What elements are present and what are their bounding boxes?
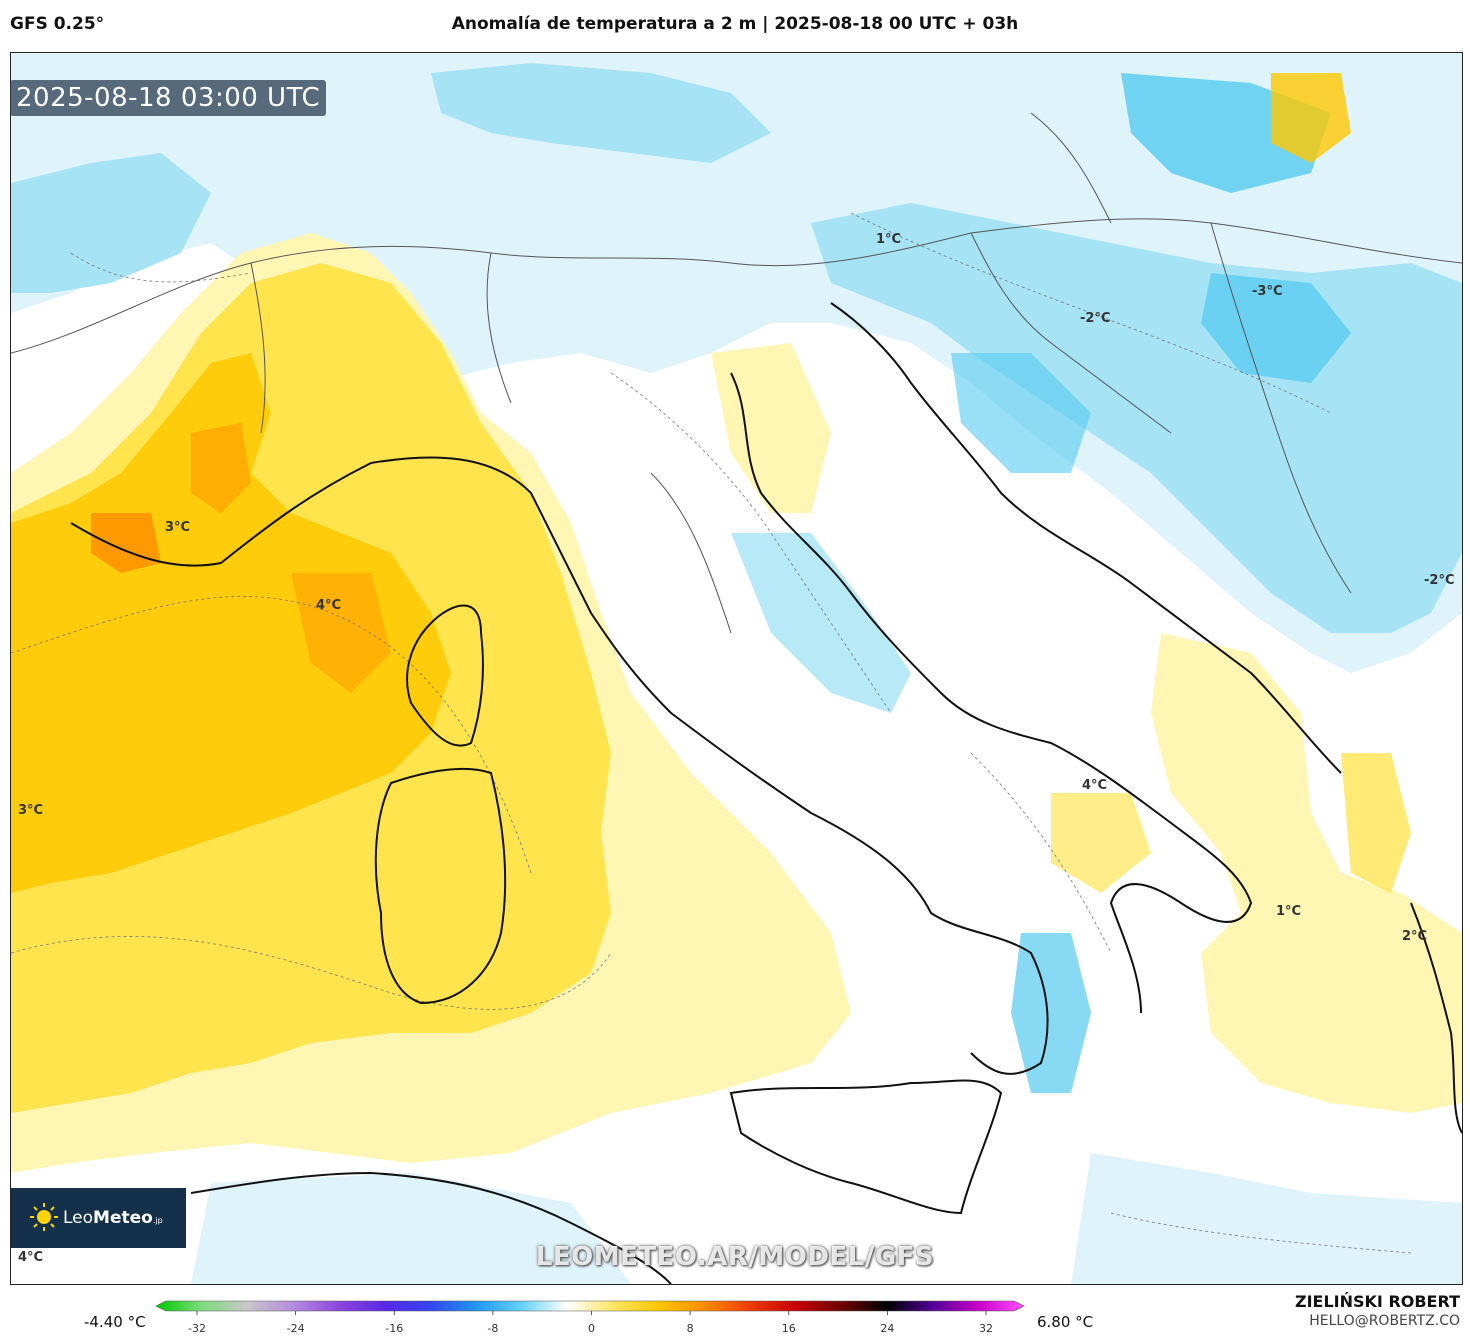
warm-region-greece	[1341, 753, 1411, 893]
anomaly-label: 1°C	[876, 232, 902, 247]
cold-region-calabria	[1011, 933, 1091, 1093]
colorbar-tick-label: 24	[880, 1322, 894, 1335]
colorbar-tick-label: -24	[287, 1322, 305, 1335]
cold-region-north	[11, 53, 1462, 673]
author-email[interactable]: HELLO@ROBERTZ.CO	[1309, 1313, 1460, 1329]
author-name: ZIELIŃSKI ROBERT	[1294, 1292, 1460, 1311]
cold-region-apennines	[731, 533, 911, 713]
leometeo-logo: LeoMeteo.jp	[11, 1188, 186, 1248]
cold-region-croatia	[951, 353, 1091, 473]
colorbar-tick-label: 32	[979, 1322, 993, 1335]
cold-region-west	[11, 153, 211, 293]
valid-time-badge: 2025-08-18 03:00 UTC	[10, 80, 327, 116]
anomaly-label: 3°C	[165, 520, 191, 535]
colorbar-tick-label: 8	[687, 1322, 694, 1335]
warm-region-adriatic	[711, 343, 831, 513]
anomaly-label: 1°C	[1276, 904, 1302, 919]
colorbar-max-label: 6.80 °C	[1037, 1313, 1094, 1331]
warm-region-ionian	[1151, 633, 1462, 1113]
anomaly-label: -2°C	[1080, 311, 1111, 326]
warm-region-hot-ne	[1271, 73, 1351, 163]
cold-region-south	[1071, 1153, 1462, 1284]
warm-region-hot-rhone	[191, 423, 251, 513]
brand-text: LeoMeteo.jp	[63, 1208, 163, 1228]
anomaly-label: -3°C	[1252, 284, 1283, 299]
colorbar-tick-label: -32	[188, 1322, 206, 1335]
anomaly-label: 4°C	[1082, 778, 1108, 793]
anomaly-label: 3°C	[18, 803, 44, 818]
colorbar-tick-label: -8	[487, 1322, 498, 1335]
coastlines	[70, 302, 1462, 1284]
cold-region-hungary	[1201, 273, 1351, 383]
temperature-anomaly-map	[11, 53, 1462, 1284]
colorbar-min-label: -4.40 °C	[84, 1313, 146, 1331]
model-name: GFS 0.25°	[10, 14, 105, 34]
colorbar-tick-label: 0	[588, 1322, 595, 1335]
cold-region-alps	[431, 63, 771, 163]
colorbar: -32 -24 -16 -8 0 8 16 24 32	[155, 1300, 1025, 1335]
contour-lines	[11, 212, 1412, 1254]
map-area[interactable]	[10, 52, 1463, 1285]
map-title: Anomalía de temperatura a 2 m | 2025-08-…	[451, 14, 1019, 34]
colorbar-tick-label: -16	[385, 1322, 403, 1335]
admin-borders	[11, 112, 1462, 634]
anomaly-label: 4°C	[316, 598, 342, 613]
anomaly-label: 2°C	[1402, 929, 1428, 944]
colorbar-tick-label: 16	[782, 1322, 796, 1335]
sun-icon	[30, 1203, 58, 1231]
warm-region-apulia	[1051, 793, 1151, 893]
watermark-url: LEOMETEO.AR/MODEL/GFS	[535, 1242, 935, 1272]
warm-region-strong	[11, 353, 451, 893]
anomaly-label: -2°C	[1424, 573, 1455, 588]
warm-region-hot-ligurian	[291, 573, 391, 693]
author-credit: ZIELIŃSKI ROBERT HELLO@ROBERTZ.CO	[1295, 1292, 1460, 1329]
anomaly-label: 4°C	[18, 1250, 44, 1265]
